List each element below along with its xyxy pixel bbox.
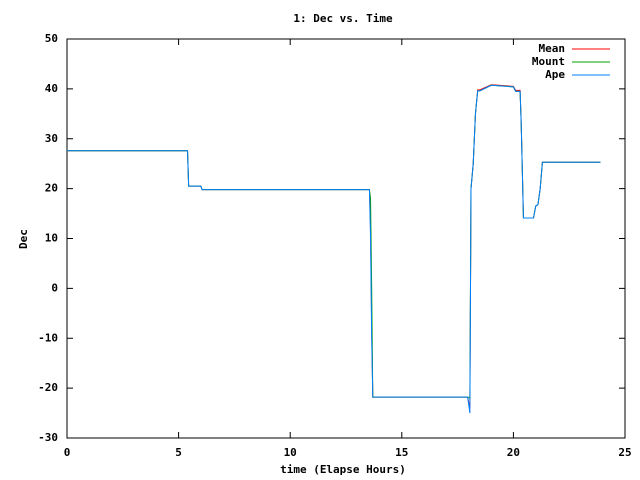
x-tick-label: 25 <box>618 446 631 459</box>
y-axis-label: Dec <box>17 229 30 249</box>
y-tick-label: 10 <box>45 232 58 245</box>
y-tick-label: -30 <box>38 431 58 444</box>
x-tick-label: 10 <box>284 446 297 459</box>
y-tick-label: 40 <box>45 82 58 95</box>
y-tick-label: -20 <box>38 381 58 394</box>
x-tick-label: 0 <box>64 446 71 459</box>
y-tick-label: 30 <box>45 132 58 145</box>
y-tick-label: 50 <box>45 32 58 45</box>
legend-label: Ape <box>545 68 565 81</box>
legend-label: Mean <box>539 42 566 55</box>
x-axis-label: time (Elapse Hours) <box>280 463 406 476</box>
chart-title: 1: Dec vs. Time <box>293 12 393 25</box>
y-tick-label: -10 <box>38 331 58 344</box>
y-tick-label: 0 <box>51 281 58 294</box>
y-tick-label: 20 <box>45 182 58 195</box>
x-tick-label: 20 <box>507 446 520 459</box>
series-line <box>67 84 601 414</box>
x-tick-label: 15 <box>395 446 408 459</box>
x-tick-label: 5 <box>175 446 182 459</box>
legend-label: Mount <box>532 55 565 68</box>
